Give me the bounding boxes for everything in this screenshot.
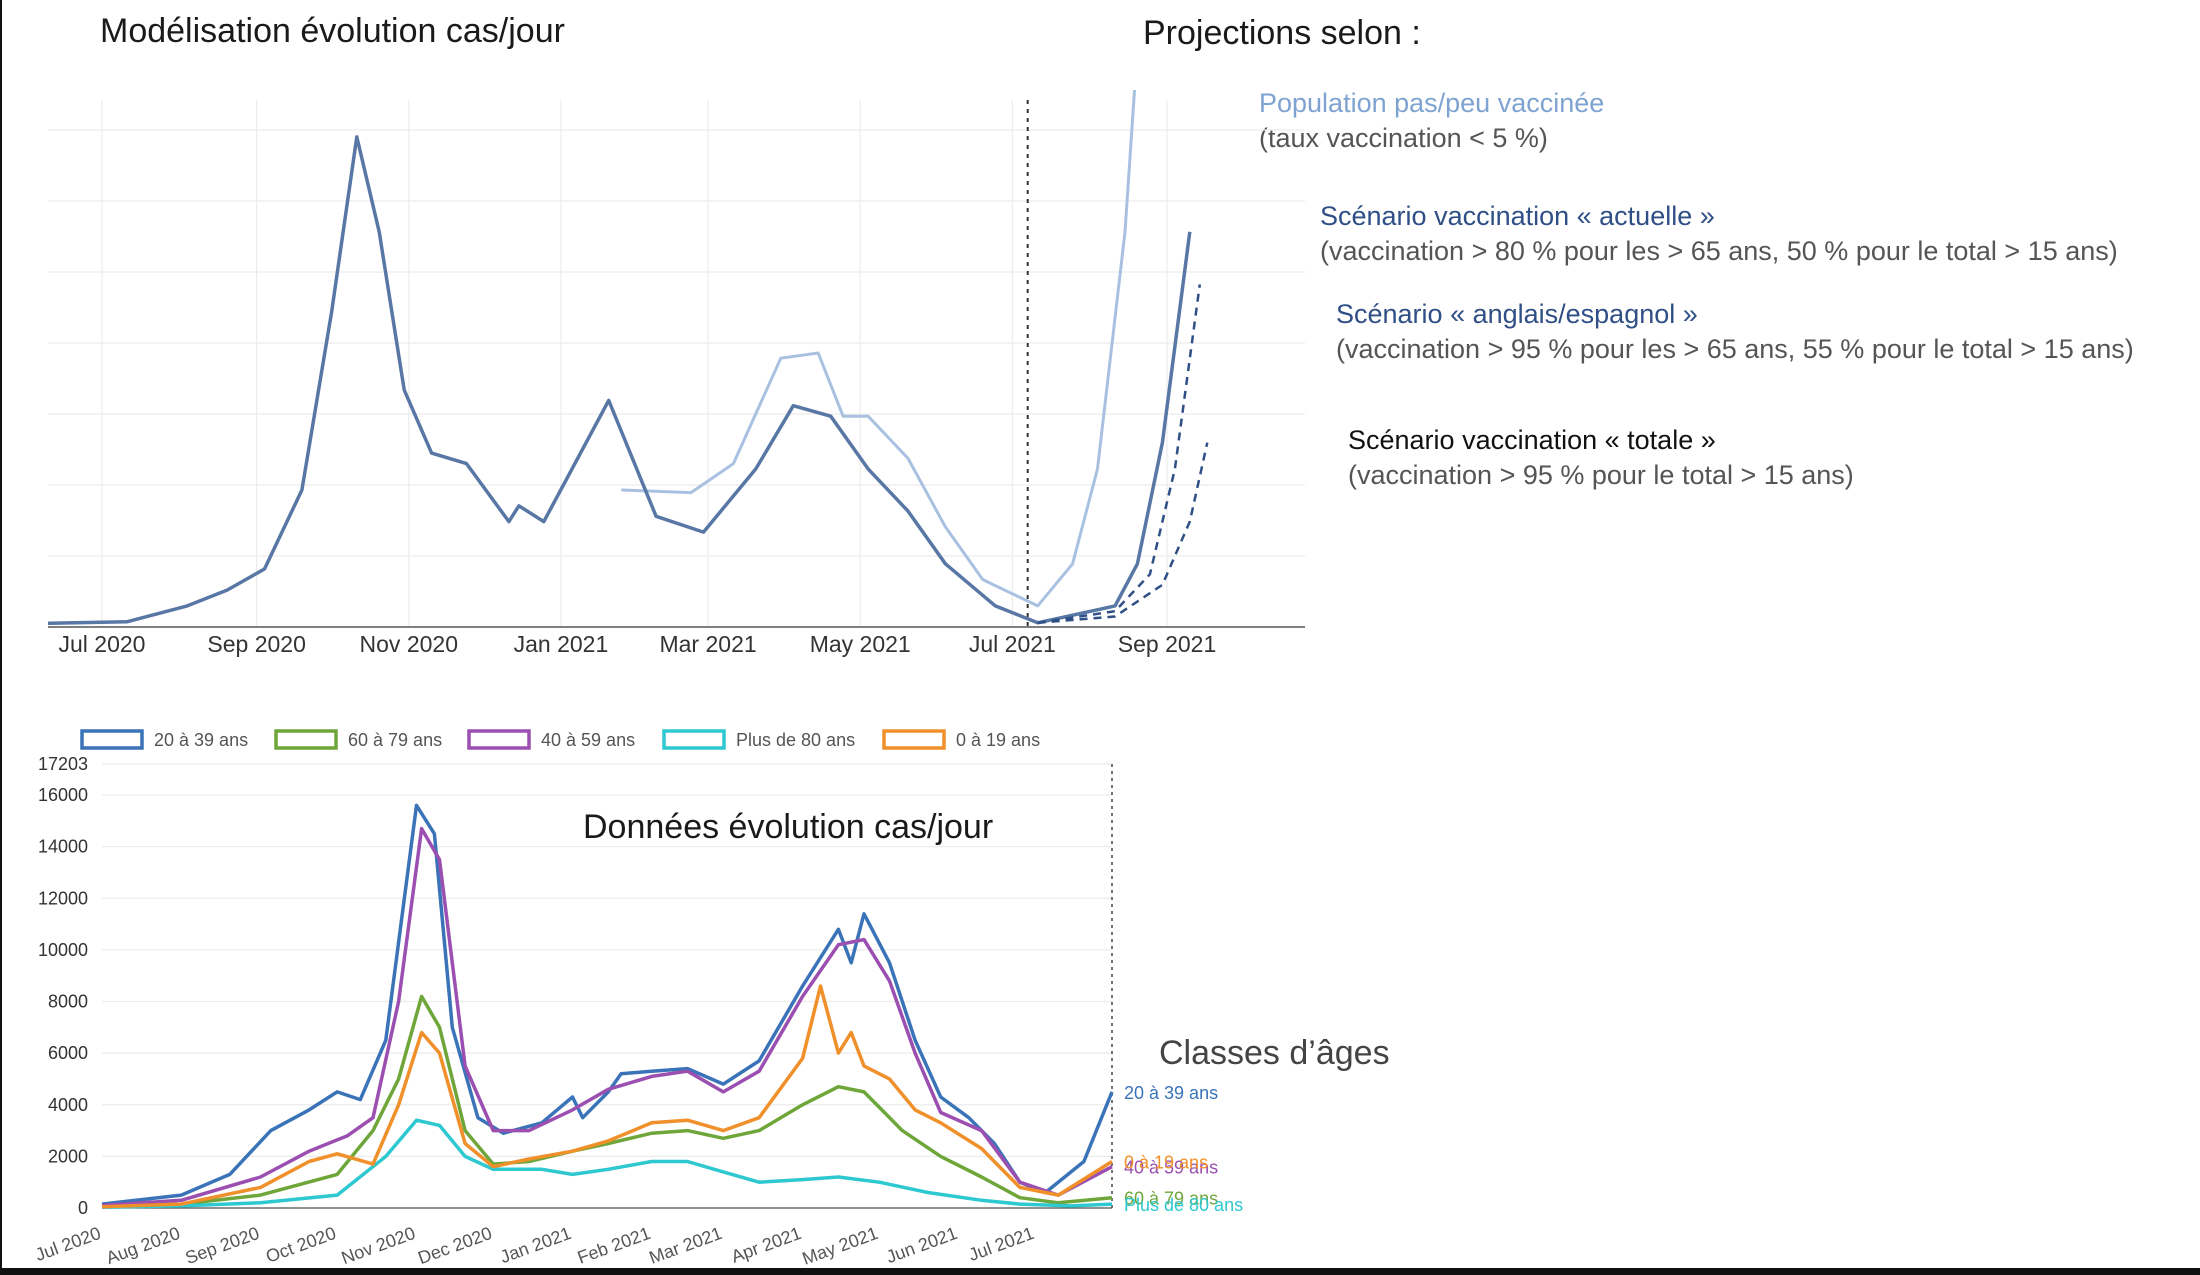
y-tick-label: 17203 xyxy=(38,754,88,774)
y-tick-label: 4000 xyxy=(48,1095,88,1115)
series-line-3 xyxy=(1037,442,1209,625)
series-end-label: 20 à 39 ans xyxy=(1124,1083,1218,1103)
series-end-label: 60 à 79 ans xyxy=(1124,1189,1218,1209)
scenario-title: Population pas/peu vaccinée xyxy=(1259,88,1605,118)
scenario-desc: (vaccination > 95 % pour le total > 15 a… xyxy=(1348,460,1854,490)
age-classes-title: Classes d’âges xyxy=(1159,1034,1390,1072)
series-line-1 xyxy=(101,994,1113,1209)
x-tick-label: Jul 2020 xyxy=(59,631,146,657)
legend-swatch xyxy=(80,729,144,750)
series-end-label: Plus de 80 ans xyxy=(1124,1195,1243,1215)
x-tick-label: Oct 2020 xyxy=(263,1223,338,1267)
x-tick-label: Mar 2021 xyxy=(646,1223,724,1268)
series-line-0 xyxy=(621,90,1137,608)
y-tick-label: 2000 xyxy=(48,1146,88,1166)
x-tick-label: Mar 2021 xyxy=(659,631,756,657)
legend-swatch xyxy=(467,729,531,750)
x-tick-label: Jun 2021 xyxy=(883,1223,959,1267)
x-tick-label: Sep 2021 xyxy=(1118,631,1216,657)
series-line-3 xyxy=(101,1118,1113,1209)
legend-label: 40 à 59 ans xyxy=(541,730,635,750)
y-tick-label: 0 xyxy=(78,1198,88,1218)
scenario-desc: (vaccination > 80 % pour les > 65 ans, 5… xyxy=(1320,236,2118,266)
y-tick-label: 14000 xyxy=(38,837,88,857)
legend-swatch xyxy=(662,729,726,750)
series-line-2 xyxy=(101,826,1113,1208)
x-tick-label: Apr 2021 xyxy=(728,1223,803,1267)
model-line-chart: Jul 2020 Sep 2020 Nov 2020 Jan 2021 Mar 2021… xyxy=(48,90,1305,657)
series-line-1 xyxy=(48,135,1192,626)
x-tick-label: May 2021 xyxy=(800,1223,881,1269)
series-line-4 xyxy=(101,984,1113,1209)
series-end-label: 40 à 59 ans xyxy=(1124,1158,1218,1178)
y-tick-label: 16000 xyxy=(38,785,88,805)
projections-title: Projections selon : xyxy=(1143,14,1421,52)
y-tick-label: 12000 xyxy=(38,888,88,908)
scenario-title: Scénario vaccination « totale » xyxy=(1348,425,1716,455)
series-end-label: 0 à 19 ans xyxy=(1124,1153,1208,1173)
series-line-0 xyxy=(101,803,1114,1206)
model-chart-title: Modélisation évolution cas/jour xyxy=(100,12,565,50)
series-line-2 xyxy=(1037,284,1202,625)
scenario-desc: (vaccination > 95 % pour les > 65 ans, 5… xyxy=(1336,334,2134,364)
left-frame-border xyxy=(0,0,2,1275)
x-tick-label: Sep 2020 xyxy=(183,1223,262,1268)
x-tick-label: Dec 2020 xyxy=(415,1223,494,1268)
y-tick-label: 8000 xyxy=(48,992,88,1012)
x-tick-label: Jul 2020 xyxy=(33,1223,104,1265)
x-tick-label: Jul 2021 xyxy=(969,631,1056,657)
scenario-title: Scénario vaccination « actuelle » xyxy=(1320,201,1715,231)
legend-label: Plus de 80 ans xyxy=(736,730,855,750)
x-tick-label: Nov 2020 xyxy=(339,1223,418,1268)
legend-label: 0 à 19 ans xyxy=(956,730,1040,750)
x-tick-label: Jan 2021 xyxy=(497,1223,573,1267)
scenario-title: Scénario « anglais/espagnol » xyxy=(1336,299,1698,329)
legend-swatch xyxy=(882,729,946,750)
bottom-frame-border xyxy=(0,1268,2200,1275)
x-tick-label: Jan 2021 xyxy=(514,631,609,657)
age-data-line-chart: 20 à 39 ans 60 à 79 ans 40 à 59 ans Plus de… xyxy=(33,729,1243,1269)
legend-label: 20 à 39 ans xyxy=(154,730,248,750)
legend-label: 60 à 79 ans xyxy=(348,730,442,750)
legend-swatch xyxy=(274,729,338,750)
x-tick-label: Aug 2020 xyxy=(103,1223,182,1268)
scenario-desc: (taux vaccination < 5 %) xyxy=(1259,123,1548,153)
x-tick-label: Nov 2020 xyxy=(360,631,458,657)
x-tick-label: Sep 2020 xyxy=(207,631,305,657)
x-tick-label: Feb 2021 xyxy=(575,1223,653,1268)
y-tick-label: 6000 xyxy=(48,1043,88,1063)
x-tick-label: May 2021 xyxy=(810,631,911,657)
y-tick-label: 10000 xyxy=(38,940,88,960)
x-tick-label: Jul 2021 xyxy=(966,1223,1037,1265)
data-chart-title: Données évolution cas/jour xyxy=(583,808,994,846)
